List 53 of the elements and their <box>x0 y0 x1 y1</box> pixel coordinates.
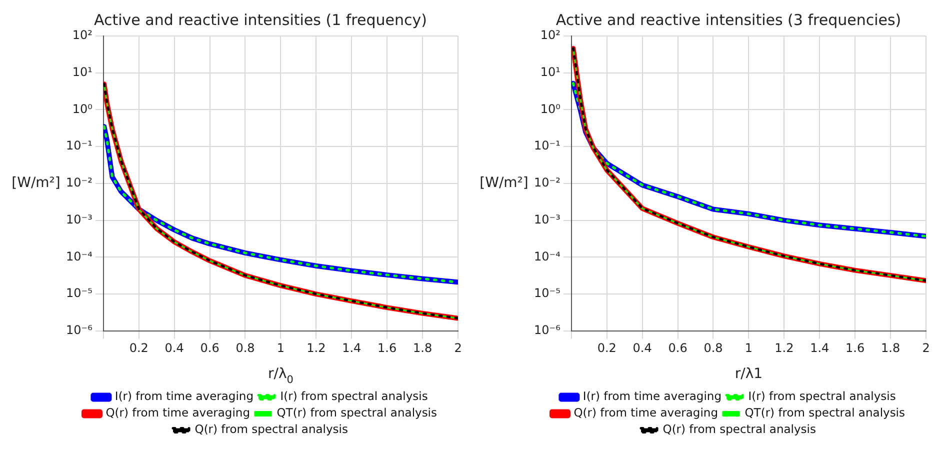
x-tick-label: 0.4 <box>164 341 184 356</box>
y-tick-label: 10¹ <box>540 64 561 79</box>
x-tick-label: 1.6 <box>378 341 397 356</box>
legend-label: I(r) from spectral analysis <box>280 389 428 404</box>
legend-label: Q(r) from spectral analysis <box>194 422 348 436</box>
legend-label: Q(r) from time averaging <box>574 406 718 420</box>
x-tick-label: 1.4 <box>342 341 362 356</box>
y-tick-label: 10⁻⁵ <box>534 286 561 300</box>
x-tick-label: 1 <box>276 341 285 356</box>
y-tick-label: 10⁻⁴ <box>534 249 561 264</box>
y-tick-label: 10⁻² <box>66 176 93 190</box>
x-tick-label: 1.8 <box>880 341 900 356</box>
y-tick-label: 10² <box>72 28 93 42</box>
x-tick-label: 0.2 <box>129 341 148 356</box>
y-tick-label: 10⁰ <box>72 102 93 116</box>
x-tick-label: 1.8 <box>412 341 432 356</box>
y-tick-label: 10¹ <box>72 64 93 79</box>
chart-title: Active and reactive intensities (1 frequency) <box>94 10 427 29</box>
y-axis-title: [W/m²] <box>480 175 528 192</box>
legend-label: I(r) from spectral analysis <box>748 389 896 404</box>
x-tick-label: 1.2 <box>774 341 794 356</box>
chart-title: Active and reactive intensities (3 frequencies) <box>556 10 902 29</box>
x-tick-label: 1.6 <box>846 341 865 356</box>
legend-label: Q(r) from spectral analysis <box>662 422 816 436</box>
y-tick-label: 10⁻⁵ <box>66 286 93 300</box>
x-tick-label: 0.4 <box>632 341 652 356</box>
x-tick-label: 2 <box>922 341 930 356</box>
x-tick-label: 0.6 <box>668 341 688 356</box>
x-tick-label: 1 <box>744 341 753 356</box>
y-tick-label: 10⁻⁶ <box>534 323 561 338</box>
y-tick-label: 10⁻¹ <box>66 138 93 153</box>
y-tick-label: 10⁻⁶ <box>66 323 93 338</box>
y-tick-label: 10⁻⁴ <box>66 249 93 264</box>
legend-label: QT(r) from spectral analysis <box>276 406 438 420</box>
y-tick-label: 10⁻¹ <box>534 138 561 153</box>
x-tick-label: 0.8 <box>236 341 255 356</box>
y-tick-label: 10² <box>540 28 561 42</box>
legend-label: Q(r) from time averaging <box>106 406 250 420</box>
x-tick-label: 2 <box>454 341 462 356</box>
y-tick-label: 10⁰ <box>540 102 561 116</box>
y-tick-label: 10⁻³ <box>534 212 561 226</box>
x-axis-title: r/λ1 <box>734 366 763 382</box>
legend-label: QT(r) from spectral analysis <box>744 406 906 420</box>
legend-label: I(r) from time averaging <box>114 389 254 404</box>
x-tick-label: 0.8 <box>704 341 723 356</box>
y-tick-label: 10⁻³ <box>66 212 93 226</box>
y-tick-label: 10⁻² <box>534 176 561 190</box>
x-tick-label: 0.6 <box>200 341 220 356</box>
x-tick-label: 1.4 <box>810 341 830 356</box>
x-tick-label: 0.2 <box>597 341 616 356</box>
legend-label: I(r) from time averaging <box>582 389 722 404</box>
y-axis-title: [W/m²] <box>12 175 60 192</box>
x-tick-label: 1.2 <box>306 341 326 356</box>
